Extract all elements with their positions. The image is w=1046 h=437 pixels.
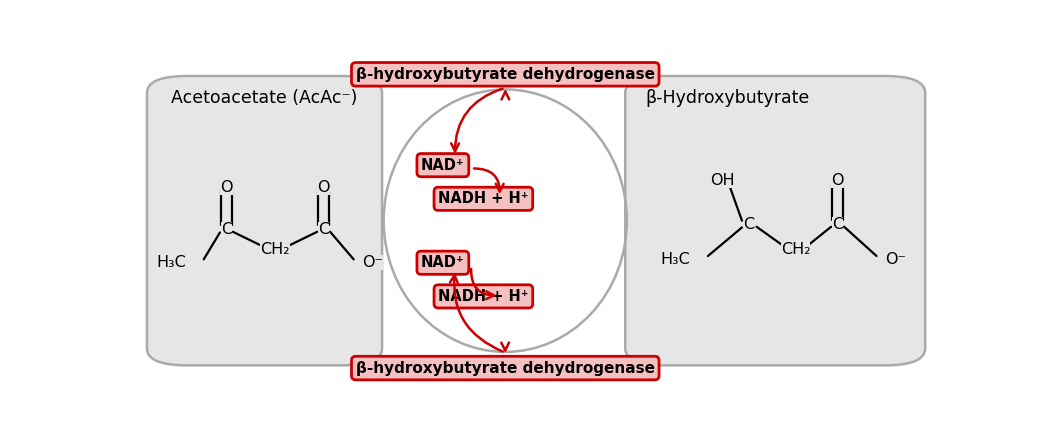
Text: O⁻: O⁻	[362, 255, 383, 270]
Text: Acetoacetate (AcAc⁻): Acetoacetate (AcAc⁻)	[172, 89, 358, 107]
Text: NADH + H⁺: NADH + H⁺	[438, 191, 528, 206]
Text: H₃C: H₃C	[660, 252, 690, 267]
FancyBboxPatch shape	[146, 76, 382, 365]
Text: NAD⁺: NAD⁺	[422, 158, 464, 173]
Text: β-hydroxybutyrate dehydrogenase: β-hydroxybutyrate dehydrogenase	[356, 67, 655, 82]
Text: β-hydroxybutyrate dehydrogenase: β-hydroxybutyrate dehydrogenase	[356, 361, 655, 375]
Text: C: C	[743, 217, 754, 232]
Text: NAD⁺: NAD⁺	[422, 255, 464, 270]
FancyBboxPatch shape	[626, 76, 925, 365]
Text: CH₂: CH₂	[780, 242, 811, 257]
Text: O⁻: O⁻	[885, 252, 906, 267]
Text: NADH + H⁺: NADH + H⁺	[438, 289, 528, 304]
Text: O: O	[317, 180, 329, 194]
Text: C: C	[832, 217, 843, 232]
Text: C: C	[221, 222, 232, 236]
Text: O: O	[220, 180, 232, 194]
Text: C: C	[318, 222, 329, 236]
Text: OH: OH	[710, 173, 735, 188]
Text: H₃C: H₃C	[156, 255, 186, 270]
Text: β-Hydroxybutyrate: β-Hydroxybutyrate	[645, 89, 810, 107]
Text: CH₂: CH₂	[260, 242, 290, 257]
Text: O: O	[832, 173, 844, 188]
